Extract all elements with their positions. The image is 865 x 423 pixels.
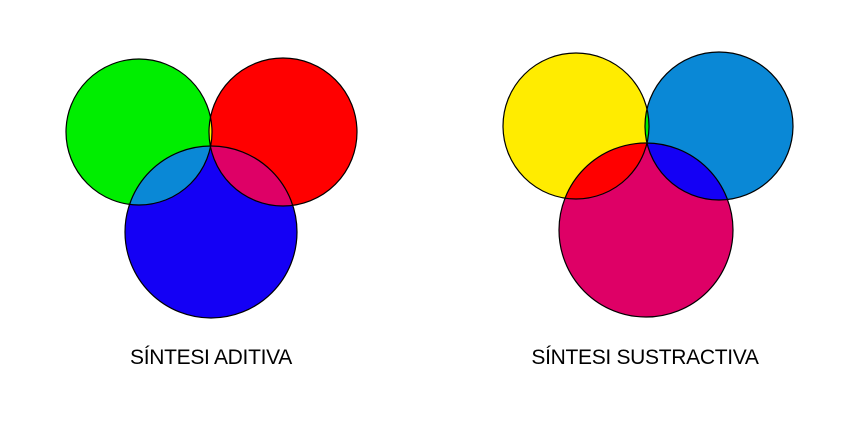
subtractive-yellow-magenta-overlap	[559, 143, 649, 199]
additive-outlines	[65, 57, 358, 319]
subtractive-cyan-magenta-overlap	[645, 143, 733, 200]
subtractive-venn	[502, 51, 794, 318]
subtractive-outlines	[502, 51, 794, 318]
additive-venn	[65, 57, 358, 319]
additive-caption: SÍNTESI ADITIVA	[130, 346, 292, 369]
additive-red-blue-overlap	[209, 146, 297, 206]
subtractive-caption: SÍNTESI SUSTRACTIVA	[531, 346, 759, 369]
additive-green-blue-overlap	[125, 146, 212, 205]
